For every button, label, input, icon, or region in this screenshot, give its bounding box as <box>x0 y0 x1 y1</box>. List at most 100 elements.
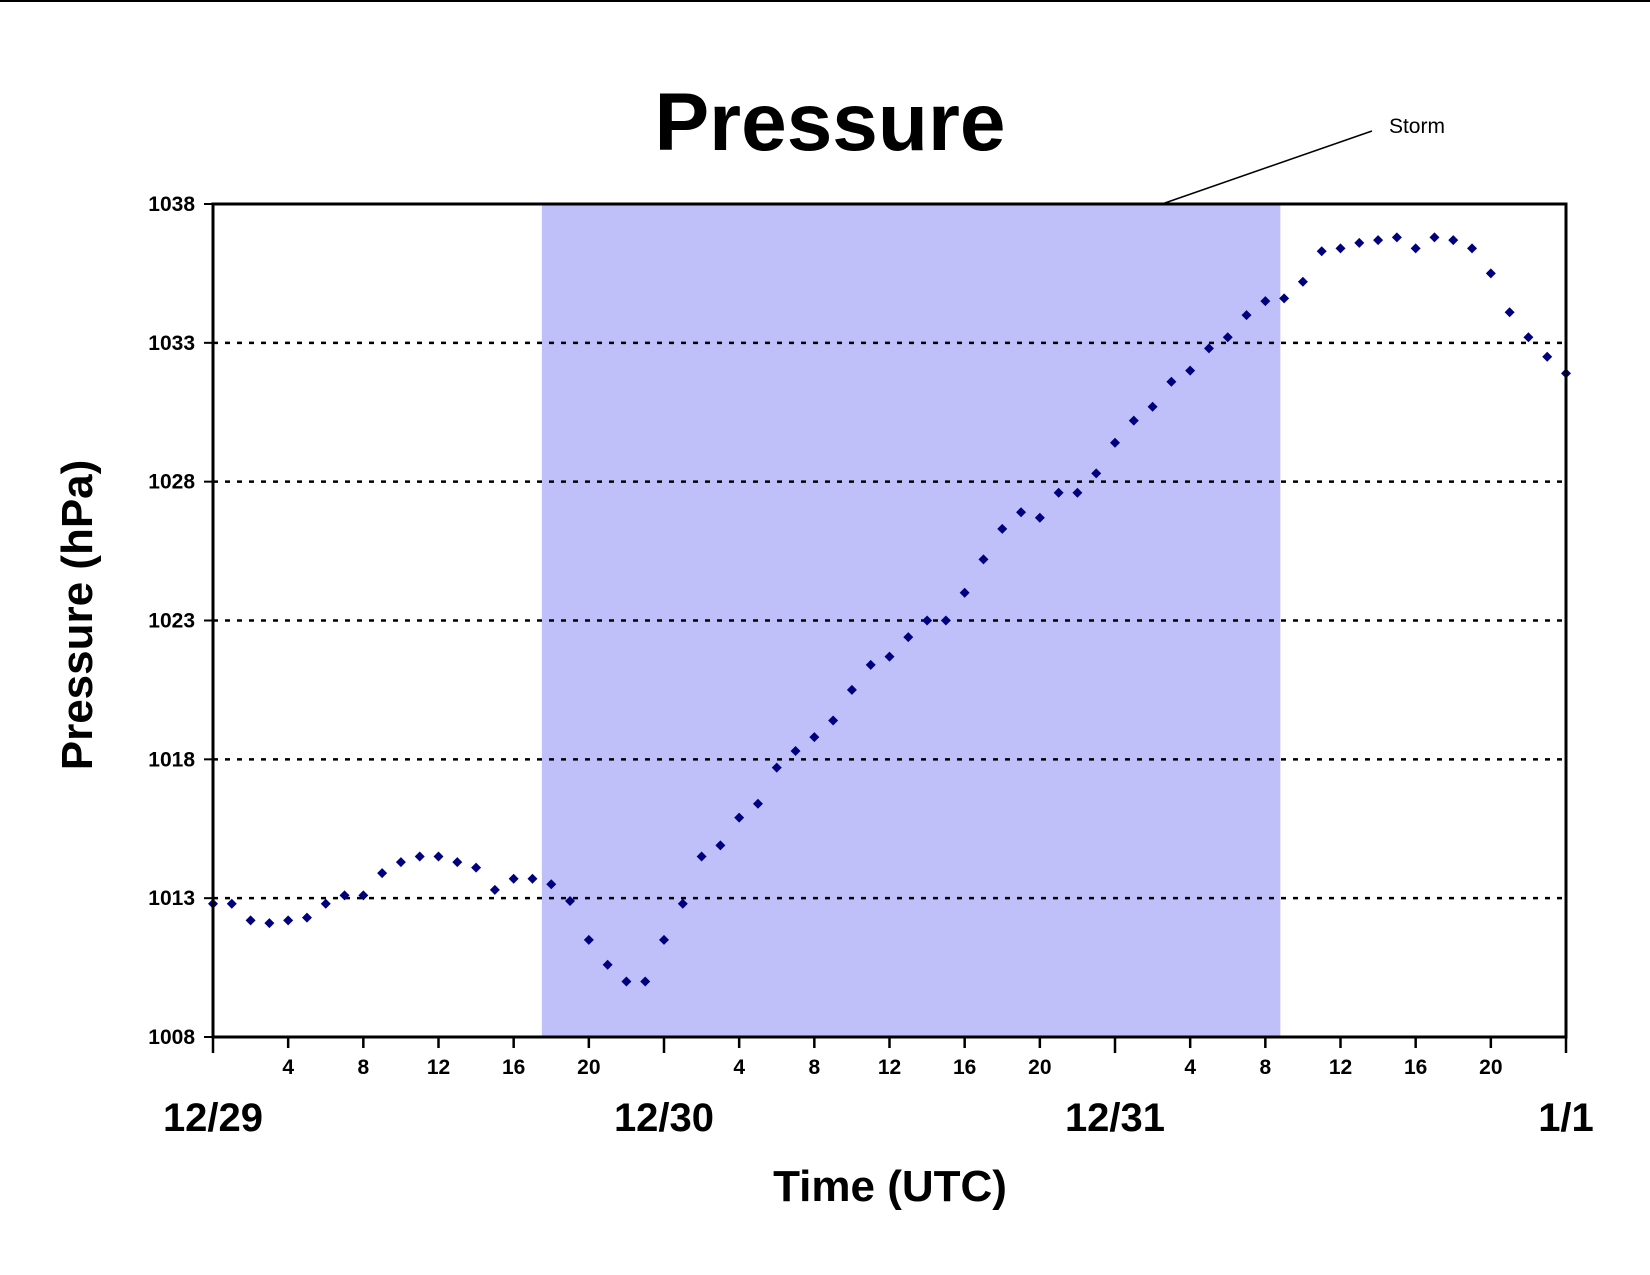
data-point <box>1091 468 1102 479</box>
x-tick-label: 20 <box>1028 1056 1051 1079</box>
data-point <box>339 890 350 901</box>
x-tick-label: 20 <box>577 1056 600 1079</box>
data-point <box>1034 512 1045 523</box>
data-point <box>696 851 707 862</box>
x-tick-label: 20 <box>1479 1056 1502 1079</box>
data-point <box>1467 243 1478 254</box>
data-point <box>320 898 331 909</box>
x-tick-label: 8 <box>1259 1056 1271 1079</box>
y-tick-label: 1033 <box>148 332 195 355</box>
data-point <box>1354 237 1365 248</box>
data-point <box>602 959 613 970</box>
x-tick-label: 12 <box>878 1056 901 1079</box>
data-point <box>715 840 726 851</box>
y-tick-label: 1008 <box>148 1026 195 1049</box>
x-tick-label: 12 <box>427 1056 450 1079</box>
data-point <box>677 898 688 909</box>
data-point <box>959 587 970 598</box>
data-point <box>395 857 406 868</box>
data-point <box>922 615 933 626</box>
y-axis-ticks: 1008 1013 1018 1023 1028 1033 1038 <box>148 193 213 1049</box>
data-point <box>527 873 538 884</box>
data-point <box>1166 376 1177 387</box>
data-point <box>226 898 237 909</box>
data-point <box>640 976 651 987</box>
x-axis-ticks: 4 8 12 16 20 4 8 12 16 20 4 8 12 16 20 <box>211 1037 1568 1079</box>
data-point <box>1373 235 1384 246</box>
data-point <box>565 895 576 906</box>
data-point <box>1410 243 1421 254</box>
x-axis-day-labels: 12/29 12/30 12/31 1/1 <box>163 1096 1594 1140</box>
data-point <box>377 868 388 879</box>
data-point <box>489 884 500 895</box>
storm-annotation-line <box>1161 130 1373 205</box>
data-point <box>809 732 820 743</box>
data-point <box>903 632 914 643</box>
data-point <box>245 915 256 926</box>
y-tick-label: 1038 <box>148 193 195 216</box>
data-point <box>1072 487 1083 498</box>
data-point <box>1504 307 1515 318</box>
x-day-label: 12/30 <box>614 1096 714 1140</box>
data-point <box>865 659 876 670</box>
x-day-label: 12/29 <box>163 1096 263 1140</box>
data-point <box>1391 232 1402 243</box>
data-point <box>508 873 519 884</box>
data-point <box>1016 507 1027 518</box>
data-point <box>978 554 989 565</box>
data-point <box>1429 232 1440 243</box>
data-point <box>546 879 557 890</box>
x-day-label: 1/1 <box>1538 1096 1594 1140</box>
data-point <box>659 934 669 945</box>
data-point <box>1147 401 1158 412</box>
data-point <box>621 976 632 987</box>
y-tick-label: 1018 <box>148 748 195 771</box>
data-points <box>208 232 1571 987</box>
data-point <box>1542 351 1553 362</box>
x-day-label: 12/31 <box>1065 1096 1165 1140</box>
data-point <box>1110 437 1120 448</box>
data-point <box>1241 310 1252 321</box>
data-point <box>1448 235 1459 246</box>
y-tick-label: 1028 <box>148 471 195 494</box>
x-tick-label: 16 <box>953 1056 976 1079</box>
data-point <box>1053 487 1064 498</box>
x-tick-label: 16 <box>1404 1056 1427 1079</box>
data-point <box>1297 276 1308 287</box>
data-point <box>471 862 482 873</box>
x-tick-label: 4 <box>733 1056 745 1079</box>
data-point <box>414 851 425 862</box>
data-point <box>846 684 857 695</box>
data-point <box>264 918 275 929</box>
data-point <box>1523 332 1534 343</box>
y-tick-label: 1023 <box>148 610 195 633</box>
data-point <box>452 857 463 868</box>
x-tick-label: 12 <box>1329 1056 1352 1079</box>
data-point <box>1260 296 1271 307</box>
x-axis-label: Time (UTC) <box>773 1162 1007 1211</box>
data-point <box>1203 343 1214 354</box>
grid-lines <box>213 341 1566 900</box>
data-point <box>752 798 763 809</box>
data-point <box>1335 243 1346 254</box>
data-point <box>1279 293 1290 304</box>
data-point <box>734 812 745 823</box>
x-tick-label: 8 <box>357 1056 369 1079</box>
data-point <box>1222 332 1233 343</box>
data-point <box>1485 268 1496 279</box>
x-tick-label: 16 <box>502 1056 525 1079</box>
y-axis-label: Pressure (hPa) <box>53 460 102 771</box>
x-tick-label: 8 <box>808 1056 820 1079</box>
storm-annotation-label: Storm <box>1389 115 1445 138</box>
data-point <box>283 915 294 926</box>
x-tick-label: 4 <box>282 1056 294 1079</box>
data-point <box>997 523 1008 534</box>
x-tick-label: 4 <box>1184 1056 1196 1079</box>
data-point <box>301 912 312 923</box>
data-point <box>790 746 801 757</box>
y-tick-label: 1013 <box>148 887 195 910</box>
chart-title: Pressure <box>654 77 1005 168</box>
data-point <box>771 762 782 773</box>
data-point <box>884 651 895 662</box>
